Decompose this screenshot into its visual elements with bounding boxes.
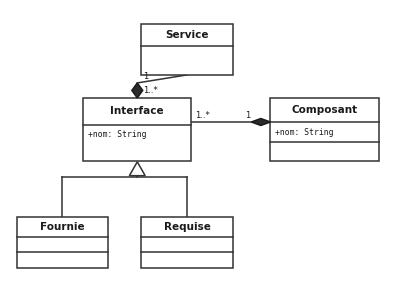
Text: Composant: Composant <box>292 105 357 115</box>
Polygon shape <box>132 83 143 98</box>
Text: +nom: String: +nom: String <box>88 130 147 139</box>
Text: +nom: String: +nom: String <box>275 128 334 137</box>
Polygon shape <box>129 162 145 176</box>
Bar <box>141 217 233 268</box>
Bar <box>17 217 108 268</box>
Bar <box>83 98 191 161</box>
Bar <box>141 24 233 75</box>
Polygon shape <box>251 119 270 126</box>
Text: 1..*: 1..* <box>144 86 158 95</box>
Text: 1: 1 <box>245 111 250 120</box>
Text: 1: 1 <box>144 72 149 81</box>
Text: 1..*: 1..* <box>196 111 210 120</box>
Text: Service: Service <box>166 30 209 40</box>
Text: Fournie: Fournie <box>40 222 85 232</box>
Bar <box>270 98 379 161</box>
Text: Interface: Interface <box>111 106 164 116</box>
Text: Requise: Requise <box>164 222 210 232</box>
